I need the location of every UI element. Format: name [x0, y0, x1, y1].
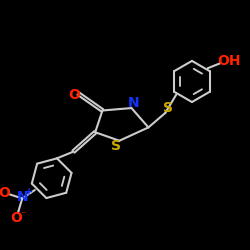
Text: O: O: [69, 88, 80, 102]
Text: N: N: [16, 190, 28, 204]
Text: S: S: [163, 100, 173, 114]
Text: N: N: [128, 96, 139, 110]
Text: O: O: [10, 211, 22, 225]
Text: O: O: [0, 186, 10, 200]
Text: ⁻: ⁻: [20, 210, 26, 220]
Text: +: +: [25, 187, 33, 197]
Text: S: S: [111, 139, 121, 153]
Text: OH: OH: [217, 54, 240, 68]
